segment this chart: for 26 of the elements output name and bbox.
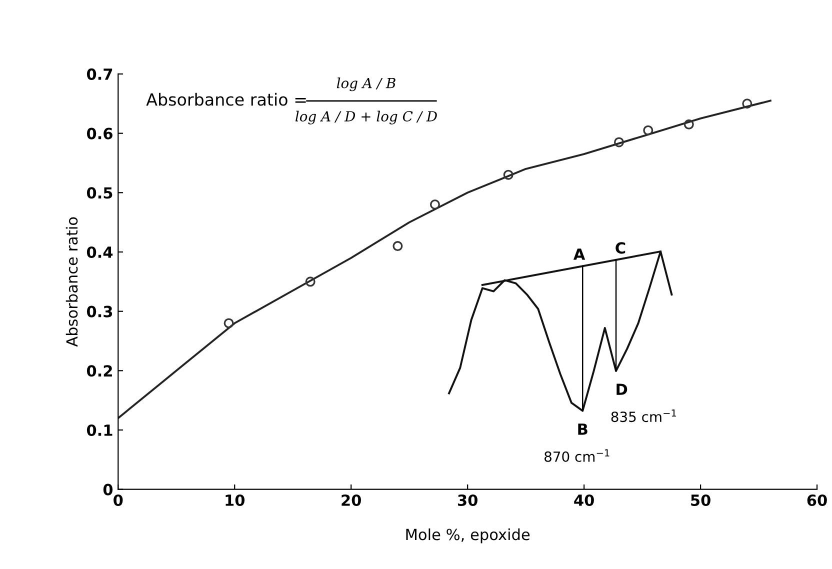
annotation: Absorbance ratio = (146, 92, 306, 106)
x-tick-label: 40 (574, 494, 594, 506)
y-tick-label: 0.2 (86, 365, 112, 377)
x-tick-label: 0 (114, 494, 123, 506)
annotation: 835 cm$^{−1}$ (611, 409, 676, 422)
y-tick-label: 0.1 (86, 424, 112, 436)
annotation: A (573, 248, 586, 260)
x-tick-label: 30 (458, 494, 478, 506)
y-tick-label: 0.4 (86, 246, 113, 258)
y-tick-label: 0.6 (86, 128, 112, 140)
annotation: D (616, 384, 628, 395)
annotation: log A / B (336, 78, 396, 92)
y-axis-title: Absorbance ratio (66, 217, 78, 347)
annotation: C (616, 242, 626, 254)
x-axis-title: Mole %, epoxide (406, 528, 530, 544)
x-tick-label: 50 (691, 494, 710, 506)
y-tick-label: 0 (103, 484, 113, 496)
y-tick-label: 0.3 (86, 306, 112, 318)
y-tick-label: 0.5 (86, 187, 112, 199)
annotation: log A / D + log C / D (296, 110, 437, 124)
y-tick-label: 0.7 (86, 68, 112, 80)
x-tick-label: 10 (226, 494, 245, 506)
annotation: B (578, 424, 588, 435)
x-tick-label: 20 (342, 494, 362, 506)
annotation: 870 cm$^{−1}$ (544, 449, 610, 462)
x-tick-label: 60 (807, 494, 827, 506)
